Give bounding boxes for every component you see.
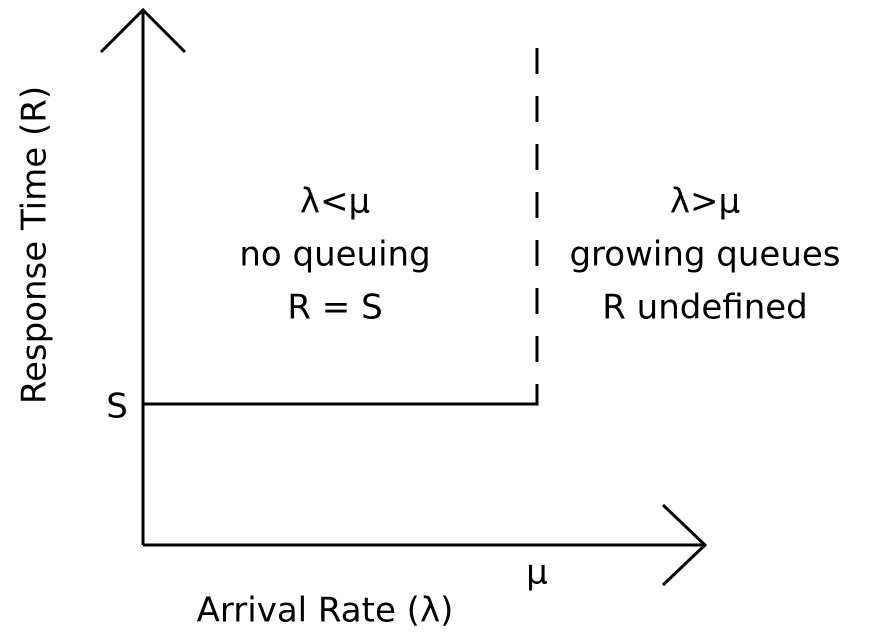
- x-axis-label: Arrival Rate (λ): [197, 591, 454, 631]
- region-text: growing queues: [569, 235, 840, 275]
- x-marker: μ: [526, 553, 548, 593]
- y-marker: S: [106, 387, 128, 427]
- region-right: λ>μ growing queues R undefined: [569, 182, 840, 328]
- region-text: λ>μ: [670, 182, 740, 222]
- y-axis-arrow: [99, 7, 187, 54]
- region-text: R = S: [287, 288, 382, 328]
- region-text: λ<μ: [300, 182, 370, 222]
- region-text: R undefined: [602, 288, 808, 328]
- region-left: λ<μ no queuing R = S: [239, 182, 430, 328]
- region-text: no queuing: [239, 235, 430, 275]
- y-axis-label: Response Time (R): [15, 86, 55, 404]
- response-line: [143, 396, 539, 406]
- x-axis-arrow: [661, 503, 708, 587]
